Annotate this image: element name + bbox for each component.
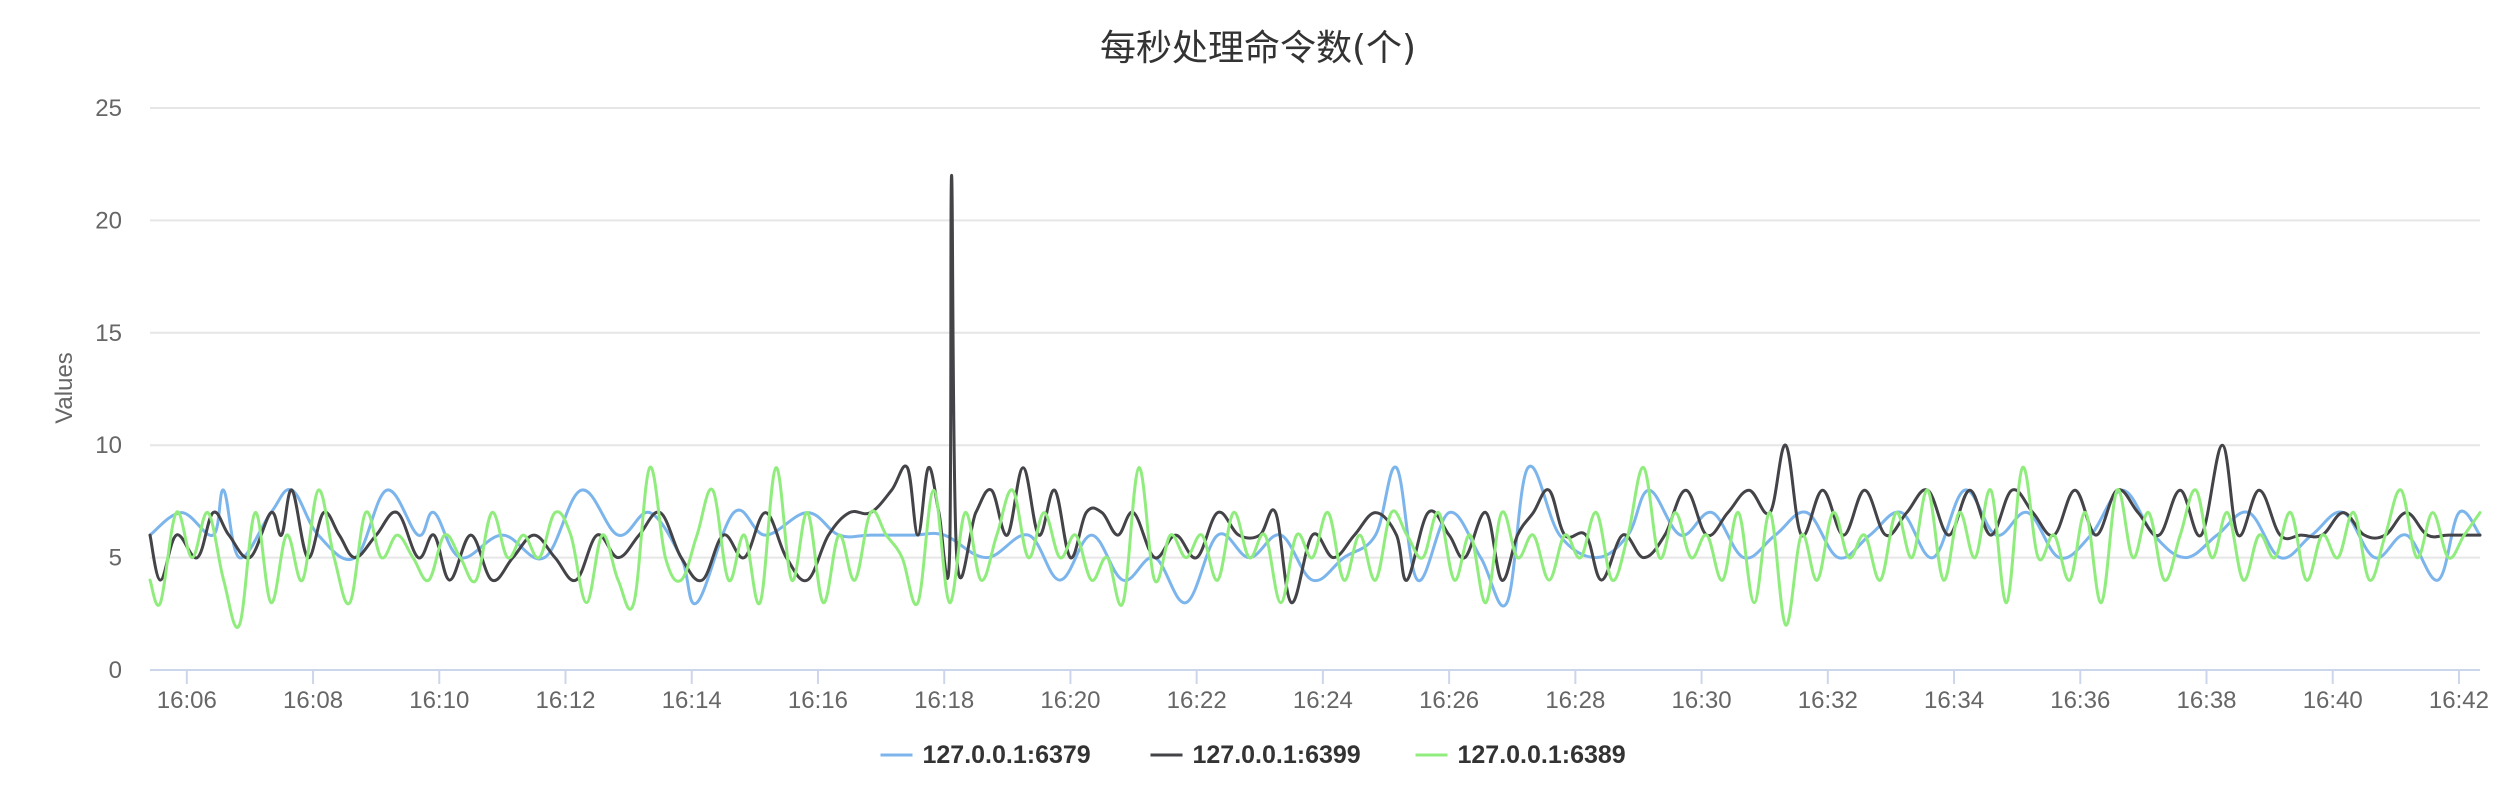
axis-layer: 0 5 10 15 20 25 16:06 16:08 16:10 16:12 16:14 16:16… (95, 95, 2489, 714)
series-line-2[interactable] (148, 173, 2482, 605)
x-tick-label: 16:14 (662, 687, 722, 714)
legend-label: 127.0.0.1:6389 (1458, 741, 1626, 769)
x-tick-label: 16:12 (535, 687, 595, 714)
legend-item-1[interactable]: 127.0.0.1:6379 (880, 741, 1091, 769)
y-tick-label: 10 (95, 432, 122, 459)
x-tick-label: 16:24 (1293, 687, 1353, 714)
y-tick-label: 20 (95, 207, 122, 234)
x-tick-label: 16:34 (1924, 687, 1984, 714)
y-tick-label: 25 (95, 95, 122, 122)
x-tick-label: 16:30 (1672, 687, 1732, 714)
y-axis-label: Values (51, 352, 78, 424)
x-tick-label: 16:08 (283, 687, 343, 714)
x-tick-label: 16:28 (1545, 687, 1605, 714)
x-tick-label: 16:06 (157, 687, 217, 714)
y-tick-label: 5 (109, 545, 122, 572)
x-tick-label: 16:38 (2176, 687, 2236, 714)
x-tick-label: 16:20 (1040, 687, 1100, 714)
x-tick-label: 16:26 (1419, 687, 1479, 714)
x-tick-label: 16:16 (788, 687, 848, 714)
legend-label: 127.0.0.1:6399 (1193, 741, 1361, 769)
x-tick-label: 16:36 (2050, 687, 2110, 714)
x-tick-label: 16:42 (2429, 687, 2489, 714)
x-tick-label: 16:40 (2303, 687, 2363, 714)
chart-title: 每秒处理命令数(个) (1100, 28, 1416, 69)
x-tick-label: 16:32 (1798, 687, 1858, 714)
x-tick-label: 16:10 (409, 687, 469, 714)
legend-label: 127.0.0.1:6379 (923, 741, 1091, 769)
series-layer (148, 173, 2482, 629)
legend-item-3[interactable]: 127.0.0.1:6389 (1415, 741, 1626, 769)
y-tick-label: 0 (109, 657, 122, 684)
series-line-3[interactable] (148, 466, 2482, 629)
x-tick-label: 16:22 (1167, 687, 1227, 714)
legend-item-2[interactable]: 127.0.0.1:6399 (1150, 741, 1361, 769)
y-tick-label: 15 (95, 320, 122, 347)
legend[interactable]: 127.0.0.1:6379 127.0.0.1:6399 127.0.0.1:63… (880, 741, 1626, 769)
x-tick-label: 16:18 (914, 687, 974, 714)
grid-layer (150, 107, 2480, 559)
